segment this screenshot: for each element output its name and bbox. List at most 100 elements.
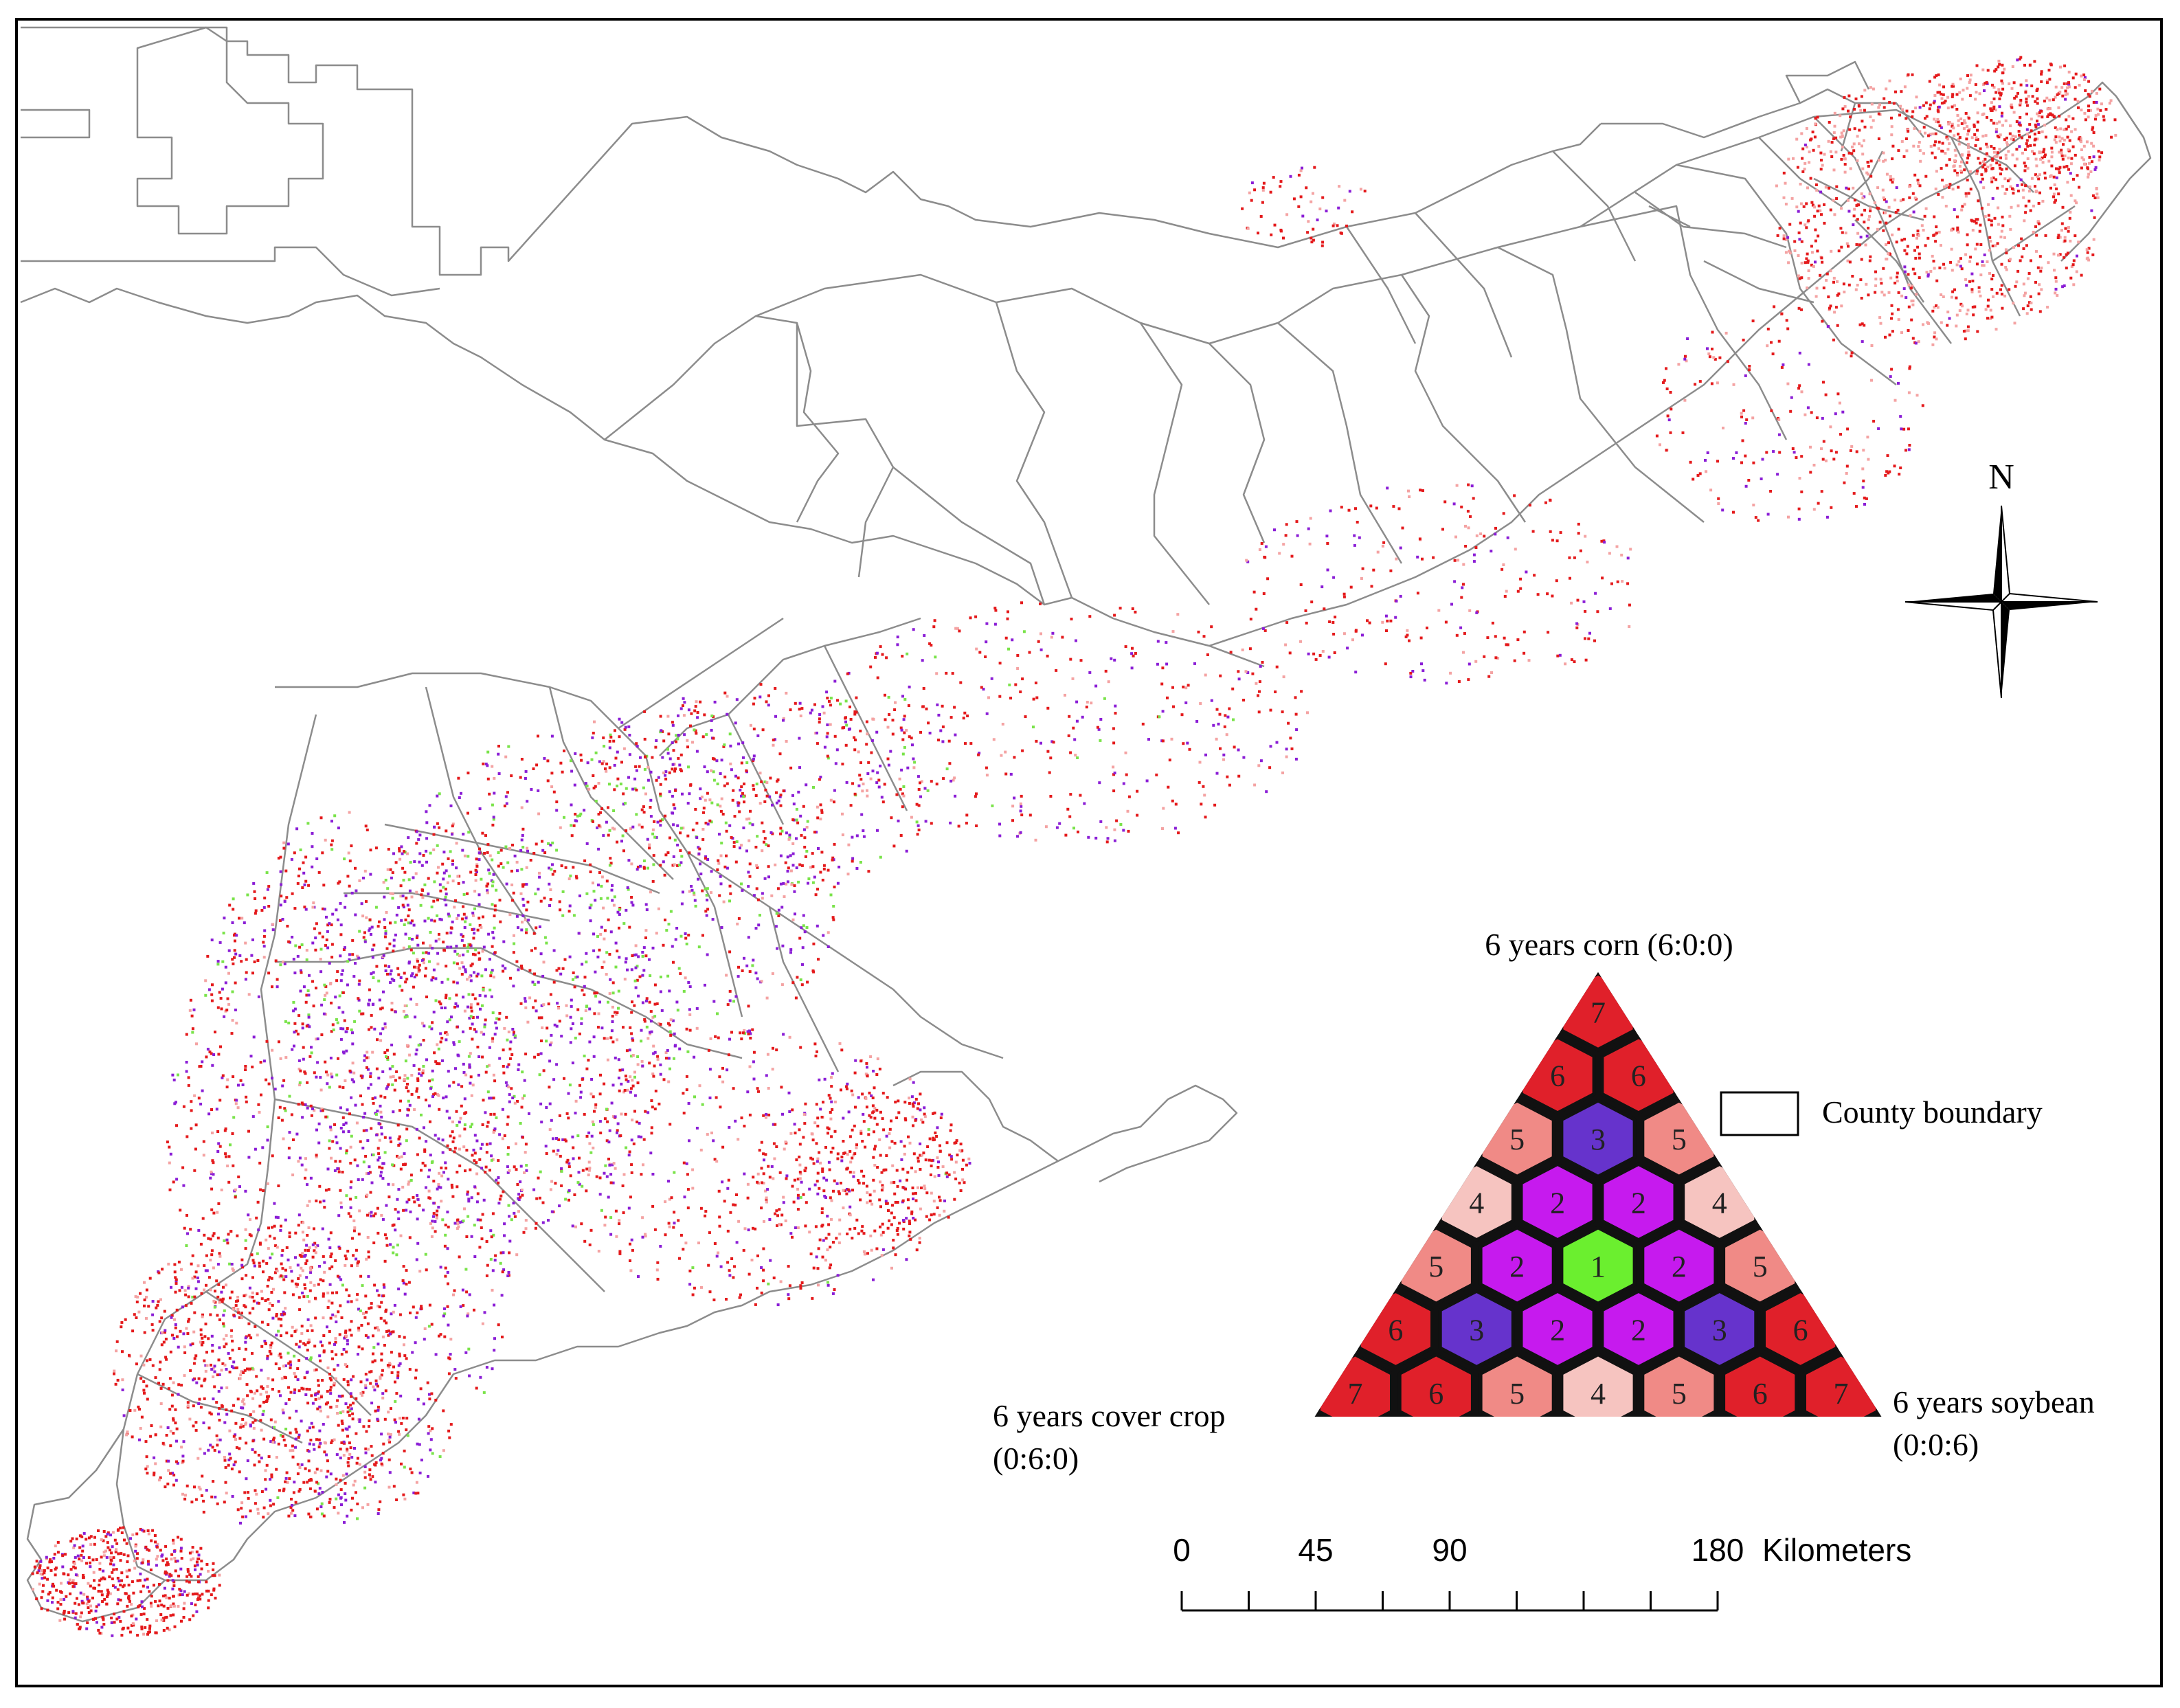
cropland-dot <box>352 1254 355 1257</box>
cropland-dot <box>467 945 470 949</box>
cropland-dot <box>110 1617 113 1619</box>
cropland-dot <box>232 1404 235 1407</box>
top-region-boundaries <box>21 26 1602 276</box>
cropland-dot <box>545 1106 548 1109</box>
cropland-dot <box>197 1485 201 1489</box>
cropland-dot <box>471 1154 474 1157</box>
cropland-dot <box>308 1300 311 1303</box>
cropland-dot <box>302 861 305 864</box>
cropland-dot <box>666 752 670 755</box>
cropland-dot <box>205 1580 208 1584</box>
cropland-dot <box>432 1180 436 1183</box>
cropland-dot <box>423 1164 427 1167</box>
cropland-dot <box>311 941 315 945</box>
cropland-dot <box>501 1137 504 1140</box>
cropland-dot <box>524 1053 528 1056</box>
cropland-dot <box>486 889 489 892</box>
cropland-dot <box>387 1334 390 1337</box>
cropland-dot <box>285 896 289 899</box>
cropland-dot <box>313 1249 316 1252</box>
cropland-dot <box>741 1031 745 1035</box>
cropland-dot <box>323 998 326 1001</box>
cropland-dot <box>588 1167 592 1170</box>
cropland-dot <box>804 1102 807 1105</box>
cropland-dot <box>467 1005 469 1009</box>
cropland-dot <box>508 846 511 850</box>
cropland-dot <box>543 936 547 939</box>
cropland-dot <box>276 1269 279 1272</box>
cropland-dot <box>351 1237 354 1240</box>
cropland-dot <box>431 1069 434 1072</box>
cropland-dot <box>355 1491 357 1494</box>
cropland-dot <box>279 1057 282 1060</box>
cropland-dot <box>125 1542 128 1545</box>
cropland-dot <box>403 1336 406 1339</box>
cropland-dot <box>491 931 495 934</box>
cropland-dot <box>491 858 494 862</box>
cropland-dot <box>417 838 420 841</box>
cropland-dot <box>298 1487 302 1491</box>
cropland-dot <box>138 1408 141 1411</box>
cropland-dot <box>217 1358 221 1362</box>
cropland-dot <box>550 1210 554 1213</box>
cropland-dot <box>366 1056 370 1059</box>
cropland-dot <box>253 1264 256 1268</box>
cropland-dot <box>305 1276 308 1279</box>
cropland-dot <box>516 1100 519 1103</box>
cropland-dot <box>212 1568 215 1571</box>
cropland-dot <box>254 1147 257 1151</box>
cropland-dot <box>258 1261 261 1265</box>
cropland-dot <box>629 1055 633 1058</box>
cropland-dot <box>572 914 576 917</box>
cropland-dot <box>585 952 588 955</box>
cropland-dot <box>309 1324 313 1327</box>
cropland-dot <box>608 783 611 786</box>
cropland-dot <box>748 817 751 820</box>
cropland-dot <box>142 1632 146 1636</box>
cropland-dot <box>743 1227 747 1231</box>
cropland-dot <box>764 1189 767 1193</box>
cropland-dot <box>524 1227 528 1231</box>
cropland-dot <box>288 1094 291 1098</box>
cropland-dot <box>763 1220 765 1223</box>
cropland-dot <box>462 1030 464 1033</box>
cropland-dot <box>307 1013 311 1017</box>
cropland-dot <box>734 1203 737 1206</box>
cropland-dot <box>709 1037 712 1040</box>
cropland-dot <box>762 1279 765 1283</box>
cropland-dot <box>179 1589 183 1593</box>
cropland-dot <box>600 925 603 929</box>
cropland-dot <box>493 914 496 918</box>
cropland-dot <box>243 1304 246 1307</box>
cropland-dot <box>349 1186 352 1189</box>
cropland-dot <box>134 1544 137 1548</box>
cropland-dot <box>267 1377 270 1380</box>
cropland-dot <box>510 1053 514 1056</box>
cropland-dot <box>756 1286 758 1290</box>
cropland-dot <box>432 968 436 971</box>
cropland-dot <box>236 1308 240 1311</box>
cropland-dot <box>275 1314 278 1318</box>
cropland-dot <box>300 1463 304 1466</box>
cropland-dot <box>431 1078 434 1081</box>
cropland-dot <box>305 1357 308 1360</box>
cropland-dot <box>326 1366 330 1369</box>
cropland-dot <box>374 1212 377 1215</box>
cropland-dot <box>282 1438 286 1441</box>
cropland-dot <box>473 1224 476 1227</box>
cropland-dot <box>383 1026 387 1029</box>
cropland-dot <box>701 1103 704 1106</box>
cropland-dot <box>227 1458 231 1461</box>
cropland-dot <box>306 1204 309 1207</box>
cropland-dot <box>229 1296 232 1300</box>
cropland-dot <box>322 907 324 910</box>
cropland-dot <box>205 1254 208 1257</box>
cropland-dot <box>309 1439 313 1441</box>
cropland-dot <box>179 1538 183 1541</box>
cropland-dot <box>629 1087 633 1090</box>
cropland-dot <box>358 1009 361 1013</box>
cropland-dot <box>337 1246 341 1248</box>
cropland-dot <box>348 1452 352 1456</box>
cropland-dot <box>63 1610 66 1613</box>
cropland-dot <box>265 1487 268 1491</box>
